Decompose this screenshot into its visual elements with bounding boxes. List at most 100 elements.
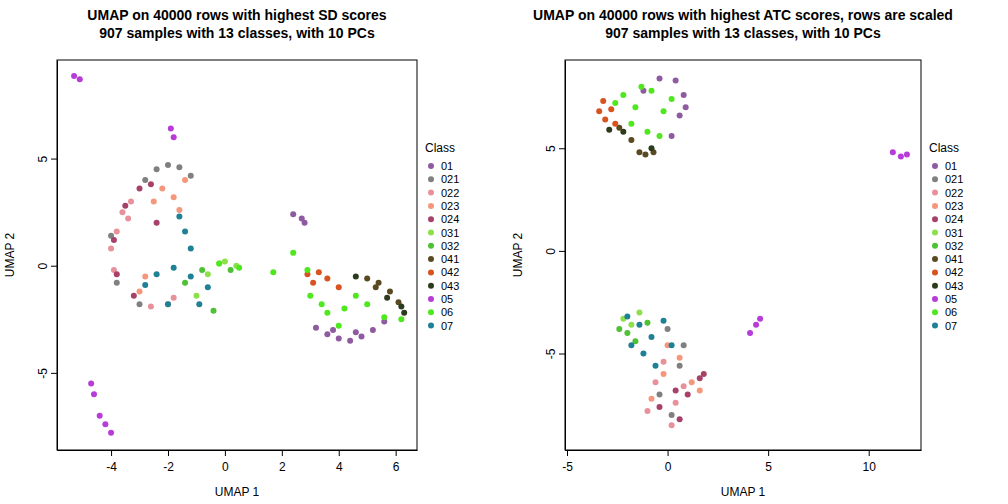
point [681,383,687,389]
series [364,276,401,306]
legend-label: 07 [945,320,957,332]
point [602,117,608,123]
point [111,237,117,243]
point [236,265,242,271]
legend-symbol [932,163,938,169]
legend-symbol [428,283,434,289]
point [648,334,654,340]
x-tick: 4 [336,450,343,474]
y-tick-label: 5 [544,145,558,152]
point [171,295,177,301]
point [137,288,143,294]
point [669,342,675,348]
x-tick-mark [225,450,226,456]
point [159,186,165,192]
point [381,314,387,320]
legend-symbol [428,163,434,169]
x-tick: -4 [106,450,117,474]
y-tick: -5 [544,348,565,359]
point [689,379,695,385]
legend-title: Class [929,141,959,155]
y-tick-mark [559,354,565,355]
point [661,318,667,324]
title: UMAP on 40000 rows with highest SD score… [87,7,386,23]
series [193,258,239,298]
point [142,282,148,288]
point [313,325,319,331]
point [137,186,143,192]
point [168,126,174,132]
point [669,133,675,139]
point [401,310,407,316]
point [330,327,336,333]
legend-symbol [428,269,434,275]
point [125,216,131,222]
point [606,127,612,133]
subtitle: 907 samples with 13 classes, with 10 PCs [605,25,881,41]
legend-label: 024 [945,213,963,225]
series [606,127,654,151]
points [596,75,910,428]
point [205,284,211,290]
legend: Class01021022023024031032041042043050607 [929,141,963,332]
point [620,92,626,98]
point [697,387,703,393]
series [612,84,674,139]
y-axis: -505 [544,61,566,451]
point [685,392,691,398]
point [216,261,222,267]
point [681,92,687,98]
point [632,104,638,110]
legend-label: 022 [441,187,459,199]
x-tick-mark [869,450,870,456]
point [904,151,910,157]
series [644,359,686,429]
series [108,162,194,307]
point [188,173,194,179]
point [196,301,202,307]
x-tick: -2 [163,450,174,474]
point [137,301,143,307]
point [307,293,313,299]
point [114,271,120,277]
point [364,301,370,307]
point [677,363,683,369]
legend-label: 042 [441,266,459,278]
x-axis-line [566,450,922,451]
x-tick: 5 [765,450,772,474]
point [114,280,120,286]
point [270,269,276,275]
legend-label: 043 [441,280,459,292]
point [336,336,342,342]
legend-symbol [428,176,434,182]
x-tick: 2 [279,450,286,474]
x-axis: -50510 [562,450,921,474]
point [387,288,393,294]
legend-label: 06 [441,306,453,318]
series [290,211,387,343]
point [642,151,648,157]
point [122,203,128,209]
x-tick-label: 10 [863,460,877,474]
x-tick: 10 [863,450,877,474]
legend-symbol [932,176,938,182]
point [648,396,654,402]
point [612,121,618,127]
point [353,329,359,335]
point [188,273,194,279]
y-tick-mark [559,148,565,149]
point [102,421,108,427]
point [324,331,330,337]
series [108,198,177,309]
point [176,164,182,170]
legend-label: 041 [441,253,459,265]
x-tick-mark [111,450,112,456]
x-tick-label: 2 [279,460,286,474]
series [182,267,234,314]
point [653,363,659,369]
point [677,112,683,118]
point [673,387,679,393]
point [228,267,234,273]
series [747,149,910,336]
point [77,76,83,82]
